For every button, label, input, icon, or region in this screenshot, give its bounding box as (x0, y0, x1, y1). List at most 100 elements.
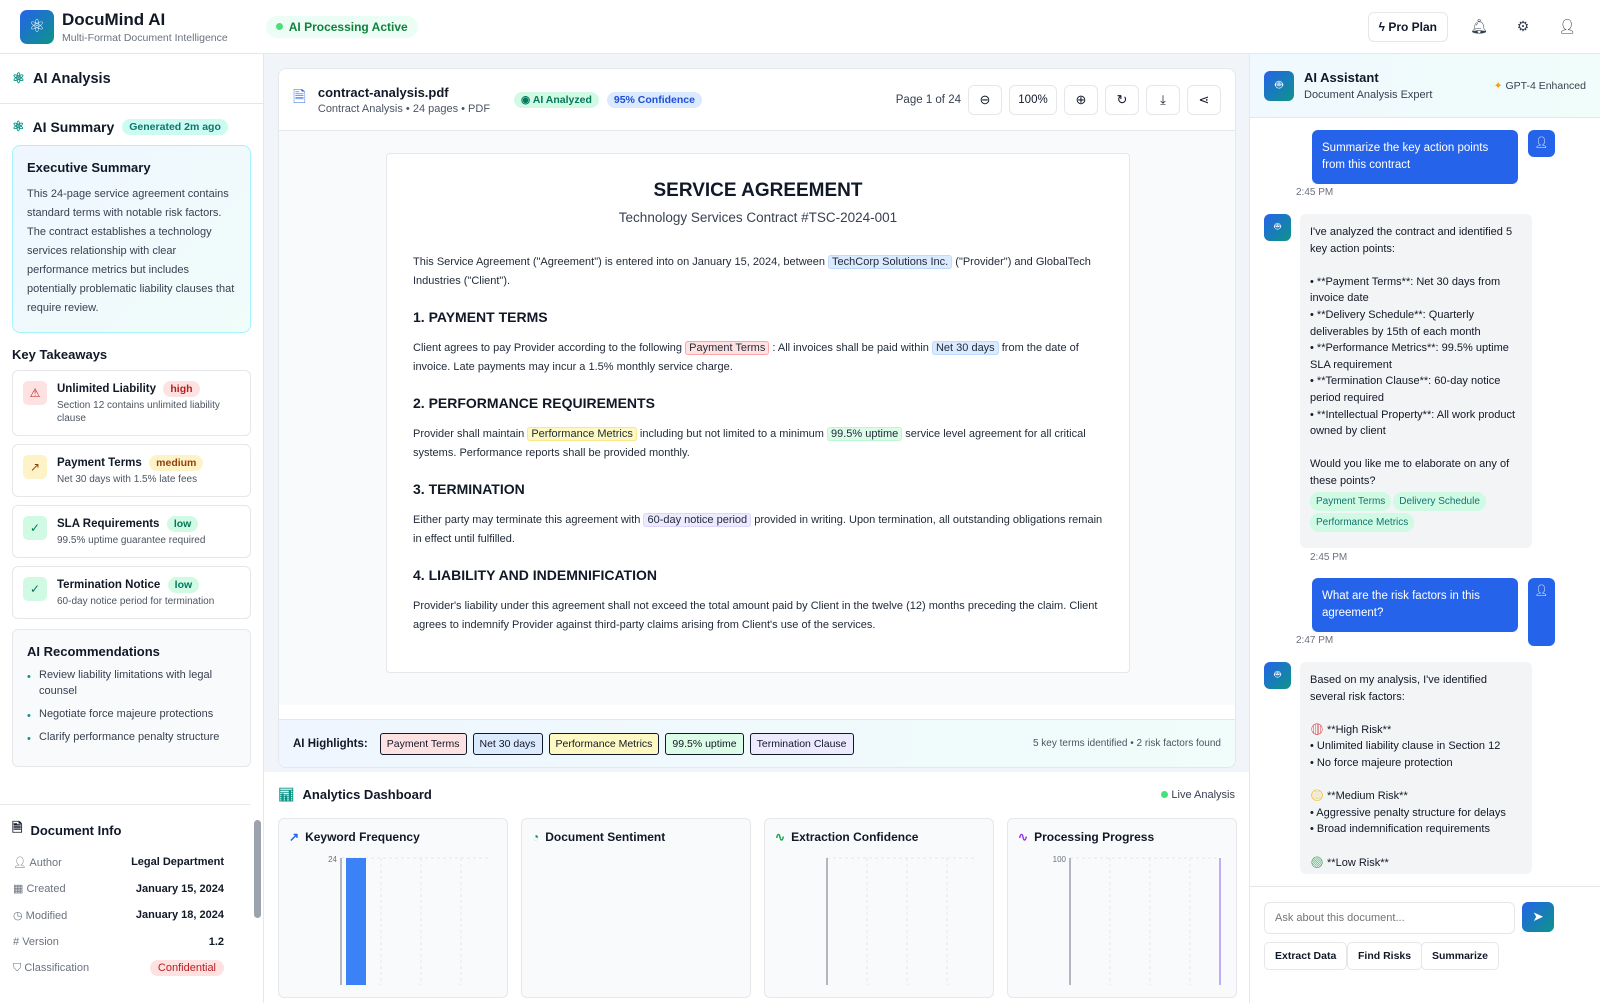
takeaway-desc: Section 12 contains unlimited liability … (57, 400, 220, 424)
highlight-tag[interactable]: Payment Terms (379, 732, 467, 755)
risk-level-badge: medium (149, 455, 204, 471)
chart-plot (826, 857, 977, 985)
warning-icon: ⚠ (23, 381, 47, 405)
live-analysis: Live Analysis (1171, 789, 1235, 801)
ai-highlights-bar: AI Highlights: Payment Terms Net 30 days… (279, 719, 1235, 767)
info-value: January 15, 2024 (135, 882, 224, 895)
assistant-subtitle: Document Analysis Expert (1304, 89, 1433, 101)
info-row: 👤︎ Author Legal Department (0, 849, 250, 876)
assistant-message: I've analyzed the contract and identifie… (1300, 214, 1532, 548)
document-area: 🗎 contract-analysis.pdf Contract Analysis… (264, 54, 1249, 1003)
risk-level-badge: high (163, 381, 200, 397)
info-label: Modified (25, 909, 68, 922)
analysis-sidebar: ⚛ AI Analysis ⚛ AI Summary Generated 2m ago… (0, 54, 264, 1003)
highlights-summary: 5 key terms identified • 2 risk factors … (1032, 738, 1221, 749)
user-icon[interactable]: 👤︎ (1558, 18, 1576, 34)
info-title: Document Info (30, 822, 122, 838)
recommendation-item: Review liability limitations with legal … (27, 667, 236, 699)
takeaway-card[interactable]: ✓ SLA Requirements low 99.5% uptime guaran… (12, 505, 251, 558)
takeaway-title: Termination Notice (57, 579, 161, 591)
section-heading: 2. PERFORMANCE REQUIREMENTS (413, 395, 655, 411)
section-text: Provider shall maintain Performance Metr… (413, 427, 1086, 459)
takeaway-desc: 60-day notice period for termination (57, 596, 215, 607)
entity-highlight[interactable]: TechCorp Solutions Inc. (828, 255, 953, 269)
suggestion-chip[interactable]: Delivery Schedule (1393, 491, 1486, 511)
term-highlight[interactable]: 99.5% uptime (826, 427, 903, 441)
confidence-badge: 95% Confidence (606, 91, 702, 108)
find-risks-button[interactable]: Find Risks (1347, 942, 1423, 970)
assistant-message: Based on my analysis, I've identified se… (1300, 662, 1532, 874)
zoom-level[interactable]: 100% (1009, 84, 1057, 115)
info-icon: ▦ (13, 883, 24, 896)
info-label: Author (29, 856, 62, 869)
chart-plot: 24 (328, 855, 491, 985)
takeaway-card[interactable]: ⚠ Unlimited Liability high Section 12 cont… (12, 370, 251, 436)
app-name: DocuMind AI (62, 9, 166, 29)
pie-chart-icon: ◔ (532, 830, 540, 844)
chart-card: ∿ Processing Progress 100 (1007, 818, 1237, 998)
ai-recommendations: AI Recommendations Review liability limi… (12, 629, 251, 767)
y-tick-label: 100 (1053, 855, 1067, 864)
highlight-tag[interactable]: Termination Clause (749, 732, 854, 755)
generated-badge: Generated 2m ago (122, 118, 228, 135)
section-text: Either party may terminate this agreemen… (413, 513, 1103, 545)
sidebar-scrollbar[interactable] (254, 820, 261, 918)
term-highlight[interactable]: Net 30 days (931, 341, 999, 355)
brain-icon: ⚛ (12, 118, 25, 134)
top-header: ⚛ DocuMind AI Multi-Format Document Intel… (0, 0, 1600, 54)
highlight-tag[interactable]: Net 30 days (472, 732, 543, 755)
doc-title: SERVICE AGREEMENT (653, 180, 863, 201)
highlight-tag[interactable]: Performance Metrics (548, 732, 660, 755)
user-message: Summarize the key action points from thi… (1312, 130, 1518, 184)
robot-avatar-icon: 🤖︎ (1264, 662, 1291, 689)
pro-plan-button[interactable]: ϟ Pro Plan (1367, 11, 1448, 42)
warning-icon: ✓ (23, 577, 47, 601)
extract-data-button[interactable]: Extract Data (1264, 942, 1348, 970)
sparkle-icon: ✦ (1493, 79, 1503, 92)
suggestion-chip[interactable]: Payment Terms (1310, 491, 1392, 511)
download-button[interactable]: ⤓ (1146, 84, 1180, 115)
zoom-in-button[interactable]: ⊕ (1064, 84, 1098, 115)
risk-level-badge: low (167, 577, 200, 593)
ai-assistant-panel: 🤖︎ AI Assistant Document Analysis Expert … (1249, 54, 1600, 1003)
app-tagline: Multi-Format Document Intelligence (62, 31, 228, 44)
status-text: AI Processing Active (288, 19, 408, 34)
zoom-out-button[interactable]: ⊖ (968, 84, 1002, 115)
takeaway-title: Unlimited Liability (57, 383, 157, 395)
bell-icon[interactable]: 🔔︎ (1470, 18, 1488, 34)
rotate-button[interactable]: ↻ (1105, 84, 1139, 115)
brain-logo-icon: ⚛ (20, 9, 54, 44)
lightning-icon: ϟ (1378, 19, 1389, 34)
info-value: 1.2 (208, 935, 224, 948)
takeaway-card[interactable]: ✓ Termination Notice low 60-day notice per… (12, 566, 251, 619)
info-label: Version (22, 935, 59, 948)
chart-title: Document Sentiment (545, 830, 666, 844)
highlight-tag[interactable]: 99.5% uptime (665, 732, 744, 755)
chat-input[interactable] (1264, 902, 1515, 934)
summarize-button[interactable]: Summarize (1421, 942, 1500, 970)
term-highlight[interactable]: Performance Metrics (527, 427, 637, 441)
chart-title: Extraction Confidence (791, 830, 919, 844)
chart-bar (346, 858, 366, 985)
status-dot-icon (275, 23, 283, 30)
chart-title: Processing Progress (1034, 830, 1155, 844)
send-icon: ➤ (1532, 909, 1544, 924)
section-text: Provider's liability under this agreemen… (413, 600, 1098, 631)
gear-icon[interactable]: ⚙ (1516, 18, 1530, 34)
document-icon: 🗎 (12, 820, 23, 835)
share-button[interactable]: ⋖ (1187, 84, 1221, 115)
file-icon: 🗎 (293, 89, 306, 106)
exec-title: Executive Summary (27, 160, 151, 175)
send-button[interactable]: ➤ (1522, 902, 1554, 932)
takeaway-desc: Net 30 days with 1.5% late fees (57, 474, 198, 485)
live-dot-icon (1161, 791, 1169, 798)
info-value: Confidential (149, 960, 224, 977)
info-icon: 👤︎ (13, 856, 27, 869)
robot-icon: 🤖︎ (1264, 70, 1294, 101)
term-highlight[interactable]: Payment Terms (685, 341, 770, 355)
suggestion-chip[interactable]: Performance Metrics (1310, 512, 1415, 532)
info-icon: ⛉ (13, 961, 22, 974)
takeaway-card[interactable]: ↗ Payment Terms medium Net 30 days with 1.… (12, 444, 251, 497)
analytics-dashboard: 📊︎ Analytics Dashboard Live Analysis ↗ Key… (264, 772, 1249, 1003)
term-highlight[interactable]: 60-day notice period (643, 513, 752, 527)
